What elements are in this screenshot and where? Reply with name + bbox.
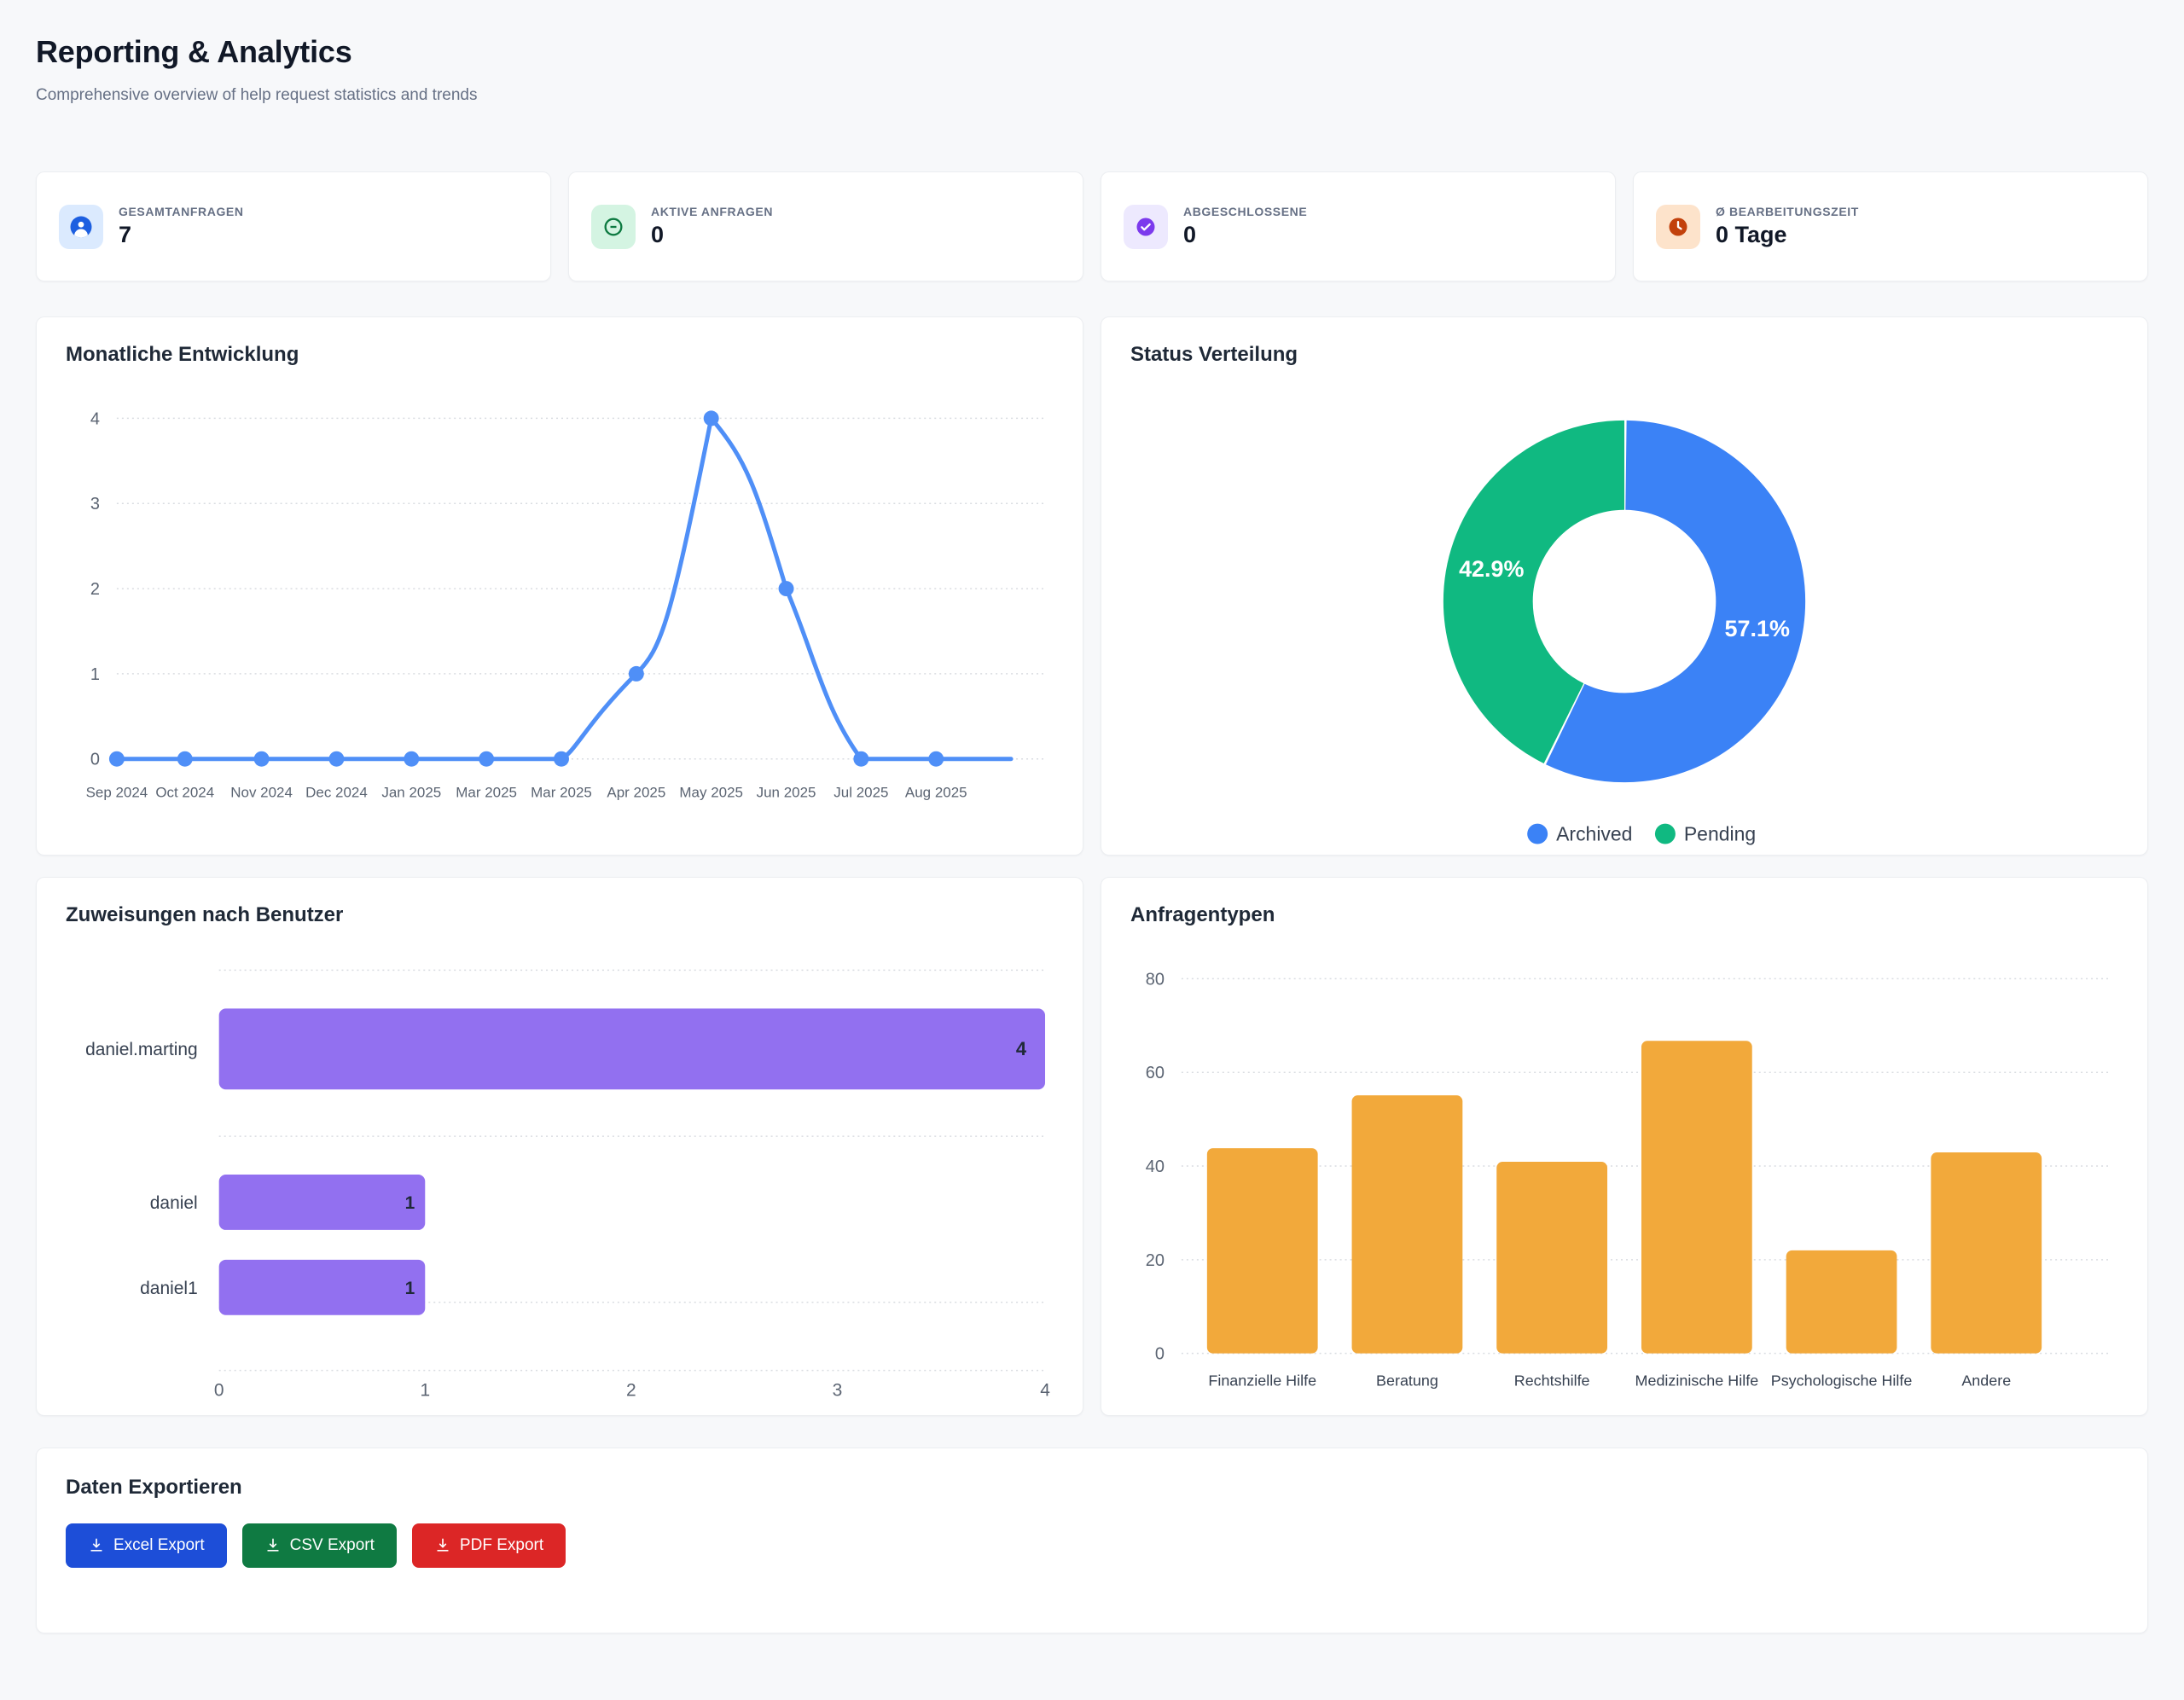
svg-text:1: 1 xyxy=(420,1381,430,1401)
svg-text:Aug 2025: Aug 2025 xyxy=(905,785,967,801)
svg-text:daniel1: daniel1 xyxy=(140,1279,198,1298)
svg-text:1: 1 xyxy=(405,1193,415,1213)
svg-text:Dec 2024: Dec 2024 xyxy=(305,785,368,801)
svg-text:Archived: Archived xyxy=(1556,823,1632,845)
svg-text:Nov 2024: Nov 2024 xyxy=(230,785,293,801)
svg-text:4: 4 xyxy=(1040,1381,1050,1401)
svg-text:Jul 2025: Jul 2025 xyxy=(834,785,888,801)
svg-text:40: 40 xyxy=(1146,1158,1165,1176)
svg-text:4: 4 xyxy=(90,409,100,428)
svg-text:20: 20 xyxy=(1146,1251,1165,1270)
svg-text:Jan 2025: Jan 2025 xyxy=(381,785,441,801)
svg-text:daniel.marting: daniel.marting xyxy=(85,1040,198,1059)
svg-text:May 2025: May 2025 xyxy=(679,785,743,801)
svg-text:Apr 2025: Apr 2025 xyxy=(607,785,665,801)
svg-text:80: 80 xyxy=(1146,970,1165,989)
svg-text:2: 2 xyxy=(90,580,100,599)
svg-text:Mar 2025: Mar 2025 xyxy=(531,785,592,801)
svg-text:Psychologische Hilfe: Psychologische Hilfe xyxy=(1771,1372,1913,1390)
svg-text:3: 3 xyxy=(833,1381,843,1401)
svg-text:Pending: Pending xyxy=(1684,823,1756,845)
svg-text:0: 0 xyxy=(214,1381,224,1401)
svg-text:1: 1 xyxy=(90,665,100,684)
svg-text:0: 0 xyxy=(90,751,100,769)
svg-text:1: 1 xyxy=(405,1279,415,1298)
svg-text:3: 3 xyxy=(90,495,100,513)
svg-text:Jun 2025: Jun 2025 xyxy=(757,785,816,801)
svg-text:57.1%: 57.1% xyxy=(1725,616,1790,641)
svg-text:0: 0 xyxy=(1155,1345,1165,1364)
svg-text:2: 2 xyxy=(626,1381,636,1401)
svg-text:Rechtshilfe: Rechtshilfe xyxy=(1514,1372,1590,1390)
svg-text:Sep 2024: Sep 2024 xyxy=(86,785,148,801)
svg-text:42.9%: 42.9% xyxy=(1459,556,1524,582)
svg-text:4: 4 xyxy=(1016,1038,1027,1059)
svg-text:Beratung: Beratung xyxy=(1376,1372,1438,1390)
svg-text:daniel: daniel xyxy=(150,1193,198,1213)
svg-text:Oct 2024: Oct 2024 xyxy=(155,785,214,801)
svg-text:Finanzielle Hilfe: Finanzielle Hilfe xyxy=(1208,1372,1316,1390)
svg-text:Andere: Andere xyxy=(1961,1372,2011,1390)
svg-text:60: 60 xyxy=(1146,1064,1165,1082)
svg-text:Medizinische Hilfe: Medizinische Hilfe xyxy=(1635,1372,1759,1390)
svg-text:Mar 2025: Mar 2025 xyxy=(456,785,517,801)
